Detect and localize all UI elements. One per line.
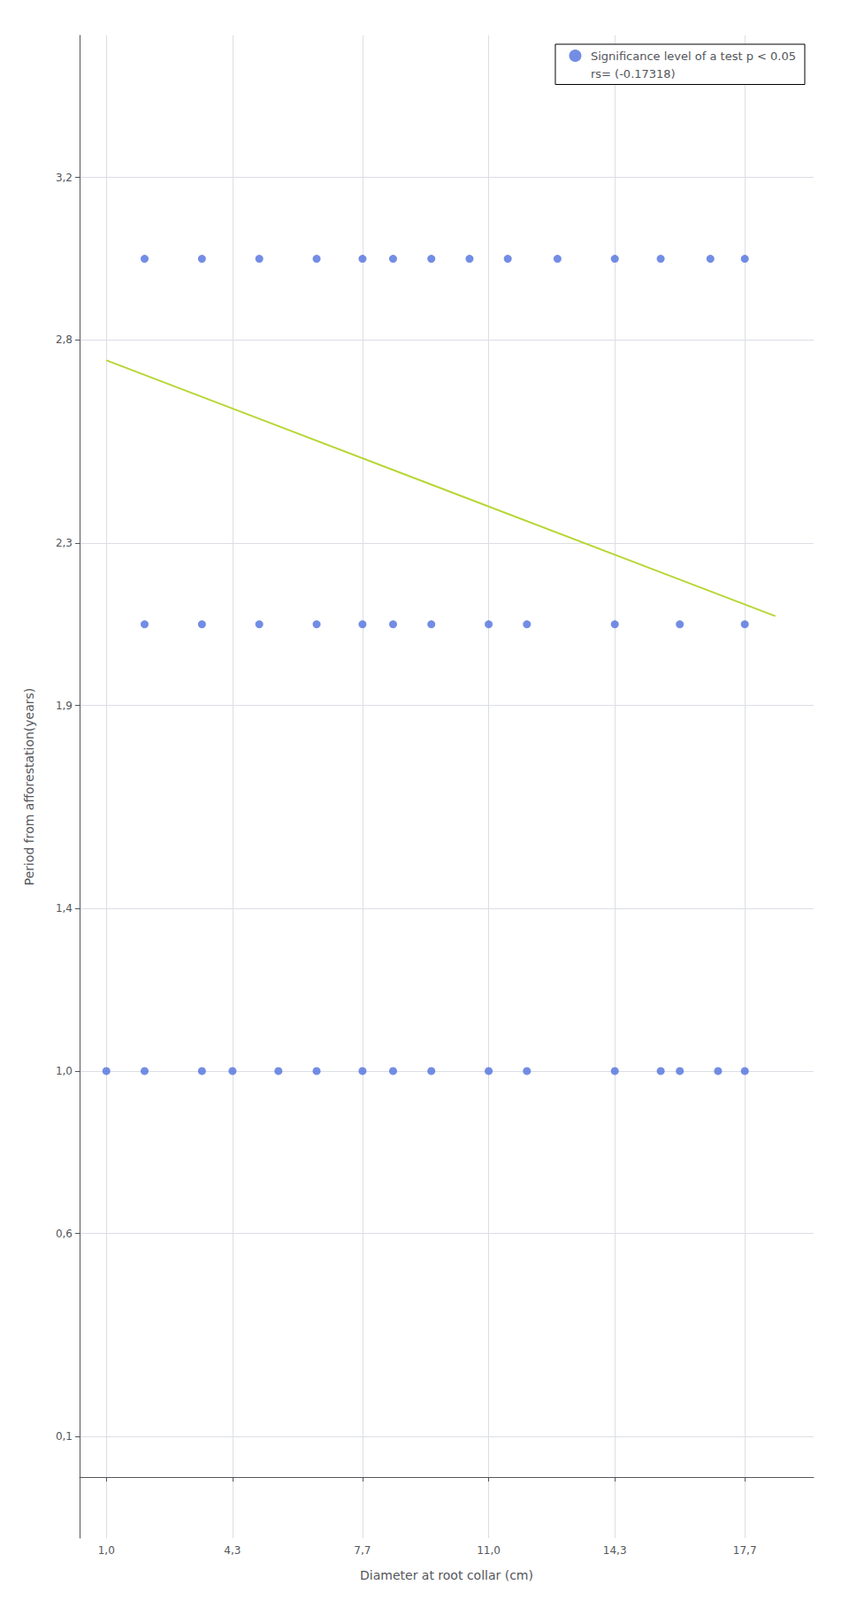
svg-text:0,1: 0,1 — [55, 1430, 73, 1443]
svg-text:1,9: 1,9 — [55, 699, 73, 712]
svg-text:0,6: 0,6 — [55, 1227, 73, 1240]
svg-text:3,2: 3,2 — [55, 171, 73, 184]
svg-text:2,3: 2,3 — [55, 536, 73, 550]
svg-text:rs= (-0.17318): rs= (-0.17318) — [590, 67, 676, 81]
svg-text:Significance level of a test p: Significance level of a test p < 0.05 — [590, 49, 796, 63]
svg-text:17,7: 17,7 — [733, 1544, 758, 1557]
svg-text:1,0: 1,0 — [55, 1064, 73, 1078]
svg-text:11,0: 11,0 — [476, 1544, 501, 1557]
svg-text:14,3: 14,3 — [603, 1544, 628, 1557]
svg-text:Diameter at root collar (cm): Diameter at root collar (cm) — [359, 1567, 534, 1583]
svg-text:4,3: 4,3 — [223, 1544, 241, 1557]
svg-text:2,8: 2,8 — [55, 333, 73, 346]
svg-text:1,0: 1,0 — [98, 1544, 115, 1557]
svg-text:1,4: 1,4 — [55, 902, 73, 915]
svg-text:7,7: 7,7 — [353, 1544, 371, 1557]
svg-text:Period from afforestation(year: Period from afforestation(years) — [22, 688, 37, 887]
